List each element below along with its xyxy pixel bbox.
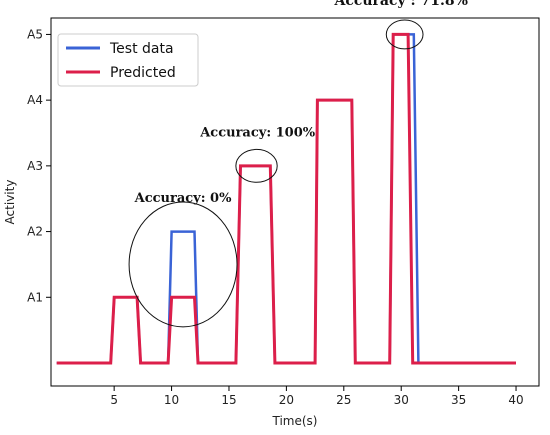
legend-label: Predicted bbox=[110, 65, 176, 81]
x-tick-label: 35 bbox=[451, 393, 466, 407]
x-tick-label: 30 bbox=[394, 393, 409, 407]
highlight-circles bbox=[128, 19, 424, 328]
legend-label: Test data bbox=[109, 41, 174, 57]
plot-frame bbox=[50, 17, 540, 387]
x-axis-label: Time(s) bbox=[272, 414, 318, 428]
y-tick-label: A4 bbox=[27, 93, 43, 107]
x-tick-label: 10 bbox=[164, 393, 179, 407]
series-line-predicted bbox=[56, 32, 516, 365]
axis-ticks: 5 10 15 20 25 30 35 40 A1 A2 A3 A4 A5 bbox=[27, 27, 524, 407]
y-tick-label: A1 bbox=[27, 290, 43, 304]
accuracy-annotation: Accuracy: 0% bbox=[134, 191, 232, 206]
accuracy-annotation: Accuracy: 100% bbox=[199, 125, 316, 140]
y-axis-label: Activity bbox=[3, 180, 17, 225]
accuracy-annotation: Accuracy : 71.8% bbox=[333, 0, 468, 9]
y-tick-label: A3 bbox=[27, 159, 43, 173]
y-tick-label: A2 bbox=[27, 225, 43, 239]
x-tick-label: 25 bbox=[336, 393, 351, 407]
legend: Test data Predicted bbox=[57, 33, 199, 87]
annotations: Accuracy: 0% Accuracy: 100% Accuracy : 71.… bbox=[134, 0, 468, 206]
highlight-circle bbox=[235, 148, 278, 183]
highlight-circle bbox=[385, 19, 424, 50]
x-tick-label: 5 bbox=[110, 393, 118, 407]
x-tick-label: 20 bbox=[279, 393, 294, 407]
y-tick-label: A5 bbox=[27, 27, 43, 41]
x-tick-label: 15 bbox=[221, 393, 236, 407]
series-layer bbox=[56, 32, 516, 365]
x-tick-label: 40 bbox=[508, 393, 523, 407]
highlight-circle bbox=[128, 201, 238, 328]
